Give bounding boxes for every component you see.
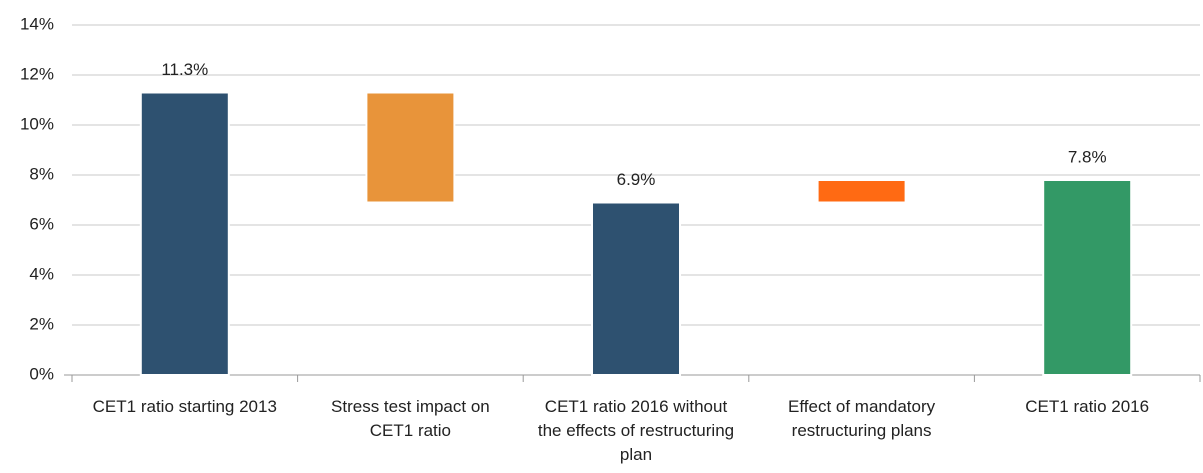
y-tick-label: 0% bbox=[29, 364, 54, 383]
y-tick-label: 10% bbox=[20, 114, 54, 133]
bar bbox=[816, 179, 907, 204]
bar bbox=[365, 91, 456, 204]
y-tick-label: 14% bbox=[20, 14, 54, 33]
y-tick-label: 2% bbox=[29, 314, 54, 333]
x-tick-label: Effect of mandatory restructuring plans bbox=[788, 397, 936, 440]
y-tick-label: 6% bbox=[29, 214, 54, 233]
bar bbox=[1042, 179, 1133, 376]
y-tick-label: 12% bbox=[20, 64, 54, 83]
bar bbox=[591, 201, 681, 376]
y-tick-label: 4% bbox=[29, 264, 54, 283]
data-label: 7.8% bbox=[1068, 147, 1107, 166]
data-label: 6.9% bbox=[617, 170, 656, 189]
x-tick-label: CET1 ratio 2016 bbox=[1025, 397, 1150, 416]
x-tick-label: Stress test impact on CET1 ratio bbox=[331, 397, 490, 440]
y-tick-label: 8% bbox=[29, 164, 54, 183]
data-label: 11.3% bbox=[161, 60, 208, 79]
bar bbox=[139, 91, 230, 376]
x-tick-label: CET1 ratio starting 2013 bbox=[92, 397, 277, 416]
x-tick-label: CET1 ratio 2016 without the effects of r… bbox=[537, 397, 735, 464]
